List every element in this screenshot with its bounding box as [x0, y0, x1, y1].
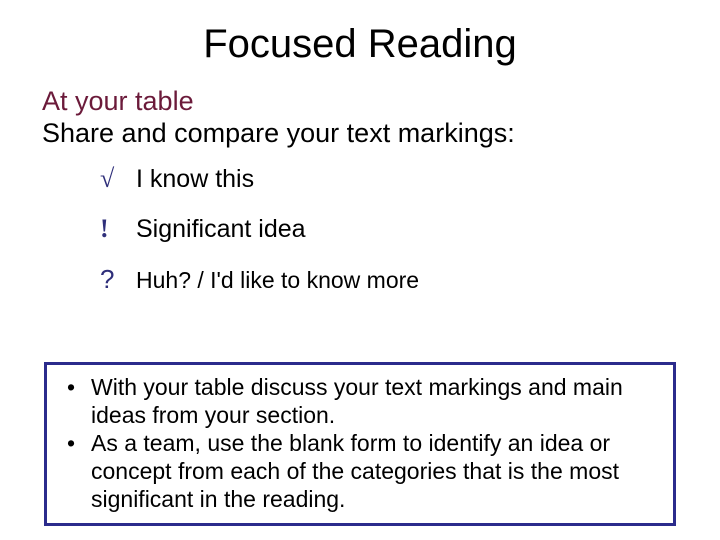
mark-label-question: Huh? / I'd like to know more [136, 267, 419, 294]
slide-title: Focused Reading [0, 0, 720, 85]
subtitle-block: At your table Share and compare your tex… [0, 85, 720, 150]
mark-row-significant: ! Significant idea [100, 214, 720, 244]
check-icon: √ [100, 164, 136, 194]
instructions-box: With your table discuss your text markin… [44, 362, 676, 526]
bullet-2: As a team, use the blank form to identif… [67, 429, 663, 513]
mark-label-know: I know this [136, 165, 254, 194]
subtitle-line-2: Share and compare your text markings: [42, 117, 720, 149]
marks-list: √ I know this ! Significant idea ? Huh? … [0, 150, 720, 295]
subtitle-line-1: At your table [42, 85, 720, 117]
mark-row-know: √ I know this [100, 164, 720, 194]
bullet-1: With your table discuss your text markin… [67, 373, 663, 429]
question-icon: ? [100, 264, 136, 295]
mark-label-significant: Significant idea [136, 215, 306, 244]
mark-row-question: ? Huh? / I'd like to know more [100, 264, 720, 295]
exclamation-icon: ! [100, 214, 136, 244]
bullet-list: With your table discuss your text markin… [57, 373, 663, 513]
